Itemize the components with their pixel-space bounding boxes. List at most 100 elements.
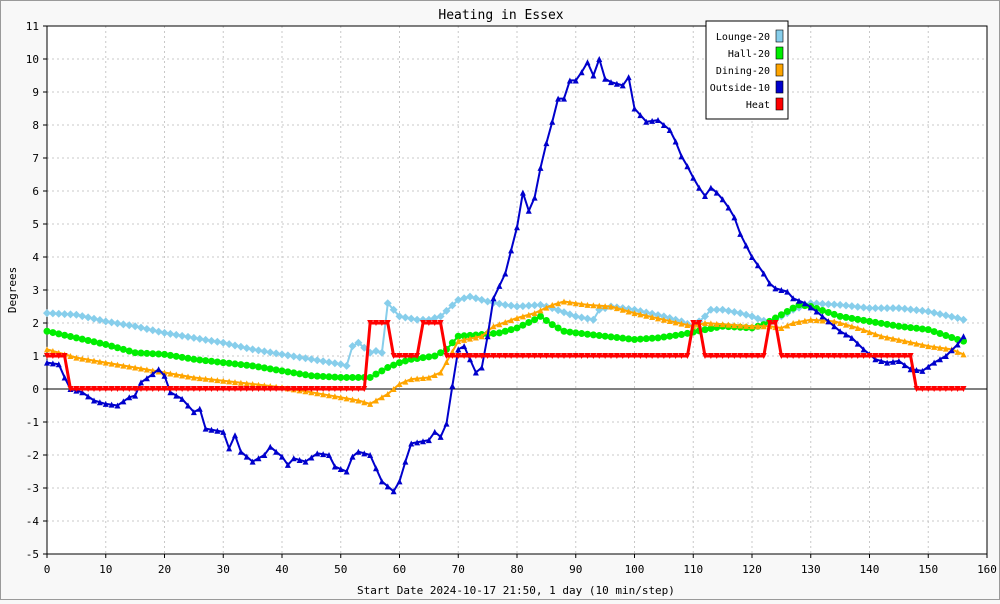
data-point-lounge-20: [401, 313, 410, 322]
data-point-heat: [848, 353, 855, 359]
x-tick-label: 90: [569, 563, 582, 576]
data-point-lounge-20: [72, 310, 81, 319]
data-point-heat: [790, 353, 797, 359]
data-point-lounge-20: [812, 299, 821, 308]
data-point-heat: [655, 353, 661, 359]
data-point-outside-10: [619, 82, 626, 89]
data-point-lounge-20: [219, 338, 228, 347]
data-point-hall-20: [830, 310, 838, 318]
data-point-dining-20: [584, 301, 591, 308]
data-point-dining-20: [308, 389, 315, 396]
data-point-hall-20: [349, 373, 356, 381]
data-point-heat: [102, 386, 109, 392]
data-point-dining-20: [878, 333, 885, 340]
data-point-hall-20: [225, 359, 233, 367]
data-point-lounge-20: [231, 341, 239, 350]
data-point-lounge-20: [395, 312, 404, 321]
data-point-outside-10: [120, 398, 127, 405]
data-point-heat: [267, 386, 274, 392]
data-point-hall-20: [108, 342, 116, 350]
data-point-dining-20: [872, 331, 879, 338]
data-point-lounge-20: [924, 307, 933, 316]
data-point-lounge-20: [54, 309, 63, 318]
data-point-outside-10: [314, 450, 321, 457]
data-point-outside-10: [331, 463, 338, 470]
data-point-hall-20: [213, 358, 221, 366]
data-point-hall-20: [202, 357, 210, 365]
data-point-heat: [343, 386, 350, 392]
data-point-outside-10: [543, 140, 550, 147]
data-point-lounge-20: [454, 295, 463, 304]
data-point-lounge-20: [530, 301, 539, 310]
data-point-hall-20: [325, 373, 333, 381]
data-point-hall-20: [425, 353, 433, 361]
data-point-heat: [138, 386, 144, 392]
data-point-outside-10: [273, 448, 280, 455]
data-point-outside-10: [901, 362, 908, 369]
data-point-dining-20: [514, 315, 520, 322]
data-point-outside-10: [942, 353, 949, 359]
data-point-outside-10: [179, 395, 186, 402]
data-point-heat: [760, 353, 767, 359]
data-point-dining-20: [848, 323, 855, 330]
data-point-lounge-20: [577, 313, 586, 322]
data-point-hall-20: [419, 354, 427, 362]
data-point-lounge-20: [313, 356, 322, 365]
data-point-dining-20: [408, 376, 415, 383]
data-point-dining-20: [108, 360, 115, 367]
data-point-hall-20: [219, 359, 227, 367]
data-point-outside-10: [937, 356, 943, 363]
data-point-heat: [702, 353, 708, 359]
data-point-lounge-20: [172, 330, 181, 339]
data-point-heat: [502, 353, 509, 359]
data-point-lounge-20: [207, 336, 216, 345]
data-point-dining-20: [931, 343, 938, 350]
data-point-heat: [796, 353, 802, 359]
data-point-lounge-20: [66, 310, 75, 319]
data-point-outside-10: [143, 375, 150, 382]
data-point-heat: [690, 320, 697, 326]
data-point-lounge-20: [254, 346, 263, 355]
data-point-dining-20: [496, 321, 503, 328]
data-point-hall-20: [343, 373, 351, 381]
data-point-heat: [44, 353, 50, 359]
data-point-lounge-20: [201, 335, 210, 344]
data-point-heat: [707, 353, 714, 359]
data-point-lounge-20: [325, 358, 333, 367]
data-point-outside-10: [55, 361, 62, 368]
data-point-heat: [302, 386, 309, 392]
x-tick-label: 150: [918, 563, 938, 576]
data-point-dining-20: [890, 335, 896, 342]
data-point-dining-20: [707, 320, 714, 327]
data-point-hall-20: [490, 329, 497, 337]
data-point-outside-10: [308, 454, 315, 461]
data-point-dining-20: [420, 375, 426, 381]
data-point-heat: [566, 353, 573, 359]
data-point-hall-20: [90, 338, 98, 346]
x-tick-labels: 0 10 20 30 40 50 60 70 80 90 100 110 120 130 140 150 160: [44, 563, 997, 576]
data-point-hall-20: [572, 329, 580, 337]
data-point-hall-20: [560, 327, 568, 335]
data-point-dining-20: [73, 354, 80, 361]
data-point-outside-10: [284, 461, 291, 468]
data-point-heat: [825, 353, 832, 359]
data-point-outside-10: [373, 465, 379, 472]
data-point-lounge-20: [278, 350, 286, 359]
legend-label-hall-20: Hall-20: [728, 49, 770, 60]
data-point-heat: [666, 353, 673, 359]
data-point-outside-10: [320, 451, 327, 458]
data-point-lounge-20: [947, 312, 956, 321]
data-point-heat: [120, 386, 127, 392]
data-point-dining-20: [819, 317, 826, 324]
data-point-outside-10: [279, 453, 285, 460]
data-point-lounge-20: [84, 313, 93, 322]
data-point-outside-10: [349, 453, 356, 460]
legend-swatch-dining-20: [775, 63, 784, 77]
data-point-dining-20: [561, 298, 567, 305]
y-tick-label: 2: [32, 317, 39, 330]
data-point-outside-10: [519, 189, 526, 196]
data-point-hall-20: [901, 323, 909, 331]
data-point-outside-10: [378, 478, 385, 485]
data-point-outside-10: [243, 453, 250, 460]
data-point-heat: [355, 386, 362, 392]
